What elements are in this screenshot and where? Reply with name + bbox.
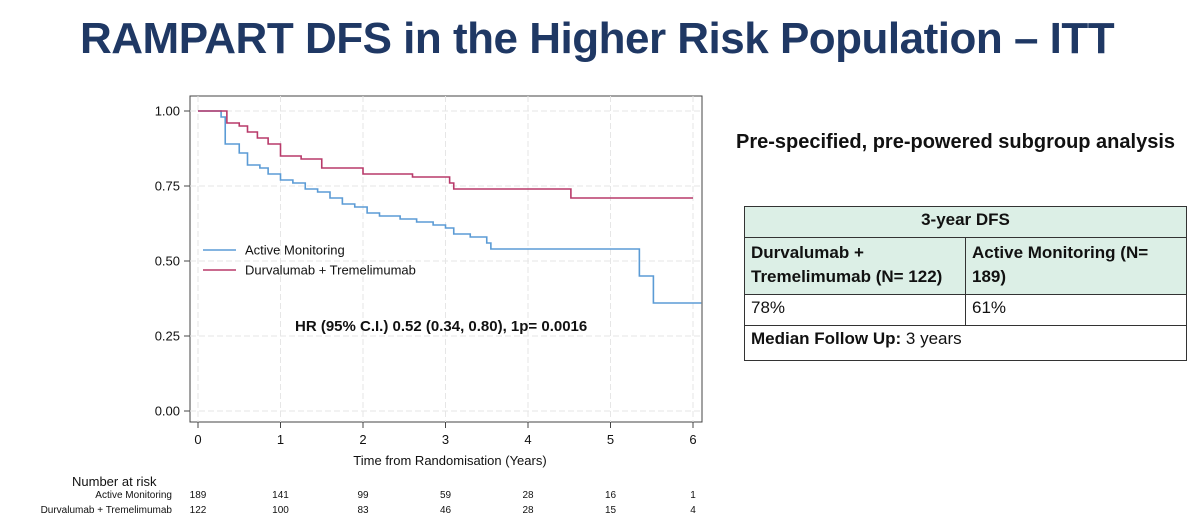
series	[198, 110, 702, 304]
dfs-table: 3-year DFS Durvalumab + Tremelimumab (N=…	[744, 206, 1187, 361]
series-line-0	[198, 110, 702, 304]
risk-value: 122	[190, 505, 207, 516]
dfs-table-header: 3-year DFS	[744, 206, 1187, 238]
x-tick-label: 5	[607, 432, 614, 447]
axes: 0.00 0.25 0.50 0.75 1.00 0 1 2 3 4 5 6	[155, 104, 697, 448]
legend-label-1: Durvalumab + Tremelimumab	[245, 263, 416, 278]
legend: Active Monitoring Durvalumab + Tremelimum…	[203, 243, 416, 278]
km-chart: 0.00 0.25 0.50 0.75 1.00 0 1 2 3 4 5 6 Active Monit…	[41, 95, 703, 516]
risk-value: 59	[440, 490, 452, 501]
y-tick-label: 0.00	[155, 404, 180, 419]
slide-title: RAMPART DFS in the Higher Risk Populatio…	[80, 14, 1115, 63]
risk-value: 28	[522, 505, 534, 516]
x-tick-label: 1	[277, 432, 284, 447]
x-tick-label: 0	[194, 432, 201, 447]
followup-value: 3 years	[905, 329, 962, 348]
risk-value: 4	[690, 505, 696, 516]
followup-label: Median Follow Up:	[751, 329, 902, 348]
risk-value: 16	[605, 490, 617, 501]
risk-value: 99	[357, 490, 369, 501]
grid	[190, 96, 702, 422]
dfs-value-durvalumab: 78%	[744, 294, 966, 326]
series-line-1	[198, 110, 693, 199]
risk-value: 141	[272, 490, 289, 501]
x-tick-label: 6	[689, 432, 696, 447]
dfs-column-durvalumab: Durvalumab + Tremelimumab (N= 122)	[744, 237, 966, 295]
dfs-value-active-monitoring: 61%	[965, 294, 1187, 326]
risk-value: 189	[190, 490, 207, 501]
y-tick-label: 1.00	[155, 104, 180, 119]
y-tick-label: 0.50	[155, 254, 180, 269]
risk-value: 100	[272, 505, 289, 516]
x-tick-label: 4	[524, 432, 531, 447]
legend-label-0: Active Monitoring	[245, 243, 345, 258]
subgroup-note: Pre-specified, pre-powered subgroup anal…	[736, 131, 1176, 153]
risk-row-label-0: Active Monitoring	[95, 490, 172, 501]
x-tick-label: 3	[442, 432, 449, 447]
risk-value: 28	[522, 490, 534, 501]
x-tick-label: 2	[359, 432, 366, 447]
risk-row-label-1: Durvalumab + Tremelimumab	[41, 505, 173, 516]
risk-value: 15	[605, 505, 617, 516]
risk-value: 46	[440, 505, 452, 516]
risk-value: 1	[690, 490, 696, 501]
hr-annotation: HR (95% C.I.) 0.52 (0.34, 0.80), 1p= 0.0…	[295, 318, 587, 335]
dfs-followup: Median Follow Up: 3 years	[744, 325, 1187, 361]
dfs-column-active-monitoring: Active Monitoring (N= 189)	[965, 237, 1187, 295]
x-axis-label: Time from Randomisation (Years)	[353, 453, 546, 468]
risk-table-title: Number at risk	[72, 474, 157, 489]
y-tick-label: 0.75	[155, 179, 180, 194]
y-tick-label: 0.25	[155, 329, 180, 344]
risk-value: 83	[357, 505, 369, 516]
